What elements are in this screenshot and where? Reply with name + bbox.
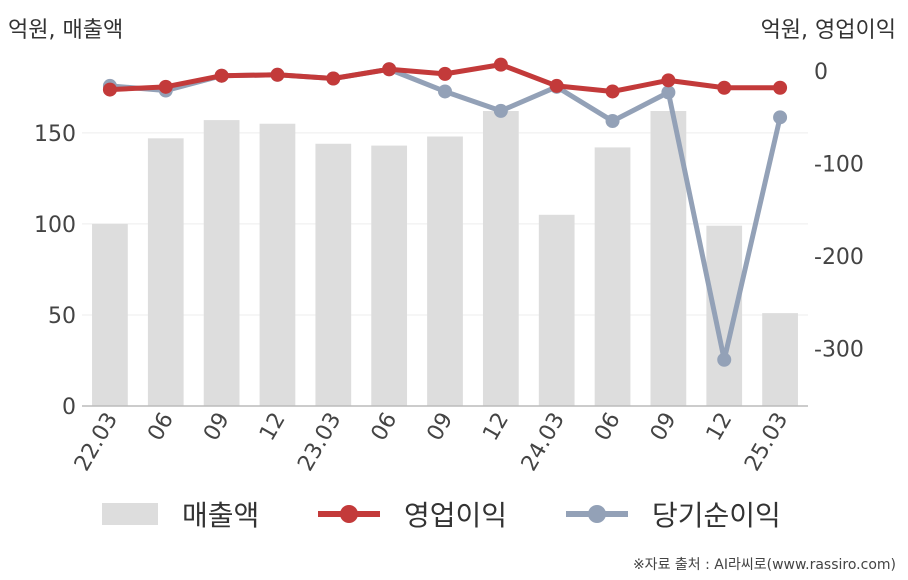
legend-label-op: 영업이익 (404, 499, 508, 532)
point-op (102, 82, 117, 97)
right-tick-label: -200 (814, 245, 864, 270)
left-tick-label: 0 (62, 395, 76, 420)
legend-swatch-sales (102, 503, 158, 525)
point-op (382, 62, 397, 77)
bar-sales (315, 143, 352, 406)
right-tick-label: 0 (814, 60, 828, 85)
x-tick-label: 06 (367, 409, 403, 446)
x-tick-label: 09 (646, 409, 682, 446)
left-tick-label: 50 (48, 304, 76, 329)
bar-sales (371, 145, 408, 406)
legend-swatch-net (566, 503, 628, 525)
point-op (605, 84, 620, 99)
right-tick-label: -300 (814, 338, 864, 363)
point-op (270, 67, 285, 82)
bar-sales (92, 223, 128, 406)
x-tick-label: 23.03 (293, 409, 346, 476)
bar-sales (259, 123, 296, 406)
point-op (661, 73, 676, 88)
point-net (438, 84, 452, 99)
point-net (773, 110, 788, 125)
bar-sales (147, 138, 184, 406)
bar-sales (427, 136, 463, 407)
x-tick-label: 09 (199, 409, 235, 446)
legend: 매출액 영업이익 당기순이익 (0, 494, 908, 534)
legend-swatch-op (318, 503, 380, 525)
legend-label-sales: 매출액 (182, 499, 260, 532)
legend-item-op: 영업이익 (318, 494, 507, 534)
bar-sales (594, 147, 631, 406)
point-op (438, 66, 452, 81)
point-op (158, 79, 173, 94)
x-tick-label: 12 (255, 409, 291, 446)
point-op (717, 80, 732, 95)
left-tick-label: 100 (34, 213, 76, 238)
left-tick-label: 150 (34, 122, 76, 147)
bar-sales (482, 110, 519, 406)
point-op (773, 80, 788, 95)
bar-sales (538, 214, 575, 406)
legend-item-net: 당기순이익 (566, 494, 781, 534)
bar-sales (762, 313, 798, 406)
point-net (493, 103, 508, 118)
x-tick-label: 22.03 (70, 409, 123, 476)
x-tick-label: 09 (423, 409, 459, 446)
point-op (493, 57, 508, 72)
source-note: ※자료 출처 : AI라씨로(www.rassiro.com) (632, 557, 896, 573)
point-op (549, 78, 564, 93)
x-tick-label: 25.03 (740, 409, 793, 476)
point-op (214, 68, 229, 83)
x-tick-label: 12 (702, 409, 738, 446)
point-net (717, 352, 732, 367)
legend-label-net: 당기순이익 (652, 499, 781, 532)
right-tick-label: -100 (814, 153, 864, 178)
point-net (661, 85, 676, 100)
left-axis-unit: 억원, 매출액 (8, 18, 124, 43)
legend-item-sales: 매출액 (102, 494, 259, 534)
x-tick-label: 12 (478, 409, 514, 446)
bar-sales (203, 120, 240, 407)
right-axis-unit: 억원, 영업이익 (760, 18, 896, 43)
point-net (605, 114, 620, 129)
x-tick-label: 06 (590, 409, 626, 446)
point-op (326, 71, 341, 86)
x-tick-label: 24.03 (517, 409, 570, 476)
x-tick-label: 06 (143, 409, 179, 446)
